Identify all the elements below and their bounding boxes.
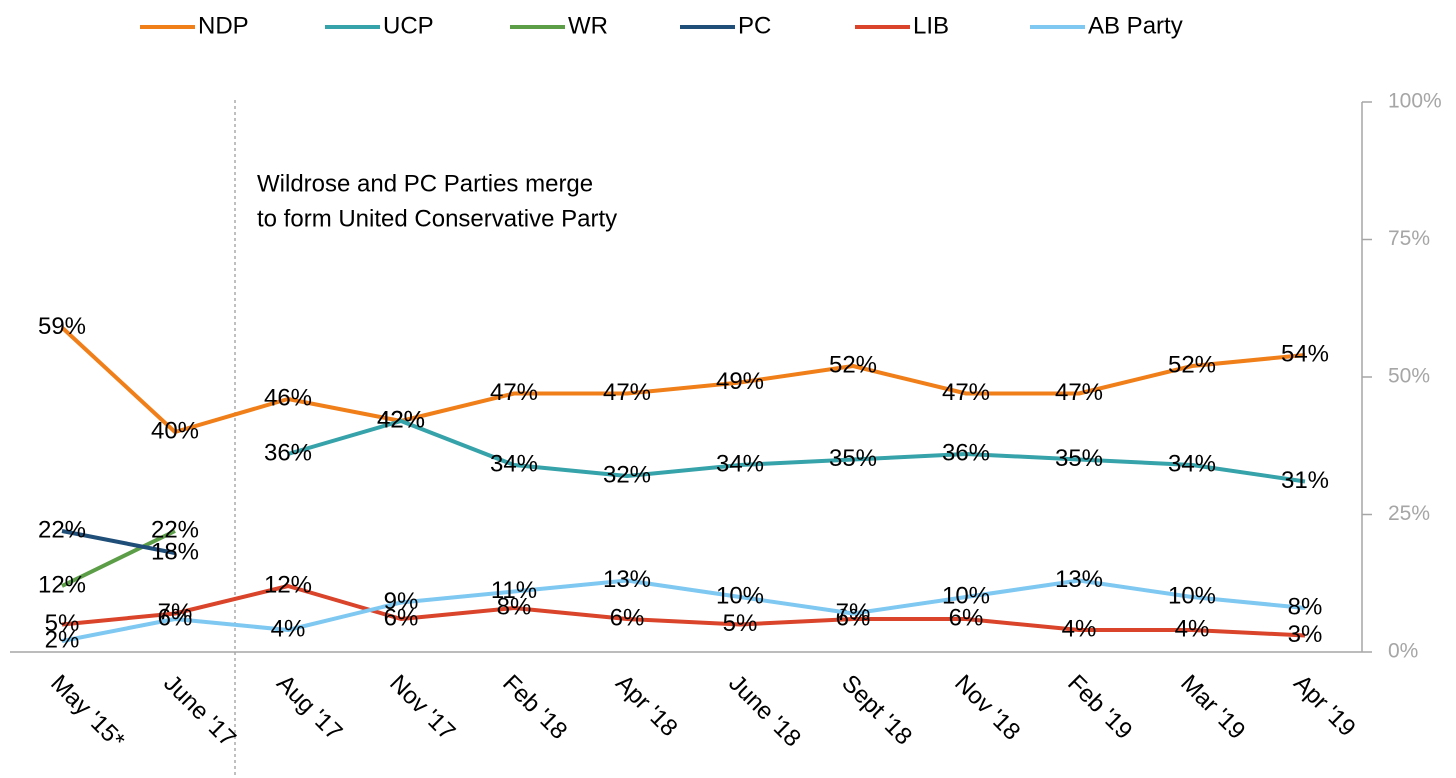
data-label: 35% [829,445,877,472]
data-label: 7% [836,599,871,626]
data-label: 6% [836,604,871,631]
series-line [61,578,1306,643]
data-label: 52% [1168,351,1216,378]
data-label: 34% [490,450,538,477]
data-label: 22% [38,516,86,543]
annotation: to form United Conservative Party [257,205,617,232]
x-tick-label: Mar '19 [1175,670,1250,745]
data-label: 4% [271,615,306,642]
data-label: 12% [38,571,86,598]
x-tick-label: Apr '18 [610,670,682,742]
data-label: 10% [942,582,990,609]
data-label: 36% [942,439,990,466]
data-label: 46% [264,384,312,411]
data-label: 6% [158,604,193,631]
data-label: 11% [491,577,537,604]
series-line [61,584,1306,638]
data-label: 13% [1055,566,1103,593]
x-tick-label: June '17 [158,670,241,753]
data-label: 8% [497,593,532,620]
data-label: 54% [1281,340,1329,367]
data-label: 9% [384,588,419,615]
data-label: 49% [716,368,764,395]
data-label: 13% [603,566,651,593]
legend-label: PC [738,12,771,39]
series-line [61,529,176,555]
data-label: 4% [1062,615,1097,642]
data-label: 6% [949,604,984,631]
legend-label: LIB [913,12,949,39]
data-label: 6% [610,604,645,631]
data-label: 40% [151,417,199,444]
series-line [287,419,1306,484]
legend-label: AB Party [1088,12,1183,39]
data-label: 10% [1168,582,1216,609]
data-label: 12% [264,571,312,598]
x-tick-label: Nov '17 [384,670,460,746]
data-label: 32% [603,461,651,488]
legend-label: NDP [198,12,249,39]
data-label: 35% [1055,445,1103,472]
data-label: 59% [38,313,86,340]
annotation: Wildrose and PC Parties merge [257,170,593,197]
data-label: 47% [1055,379,1103,406]
data-label: 34% [716,450,764,477]
y-tick-label: 75% [1388,227,1430,250]
x-tick-label: June '18 [723,670,806,753]
series-line [60,326,1306,434]
data-label: 22% [151,516,199,543]
data-label: 4% [1175,615,1210,642]
y-tick-label: 100% [1388,90,1442,113]
x-tick-label: Sept '18 [836,670,917,751]
x-tick-label: Feb '19 [1062,670,1137,745]
data-label: 18% [151,538,199,565]
y-tick-label: 25% [1388,502,1430,525]
y-tick-label: 0% [1388,640,1418,663]
data-label: 10% [716,582,764,609]
x-tick-label: Aug '17 [271,670,347,746]
data-label: 47% [603,379,651,406]
x-tick-label: May '15* [45,670,130,755]
data-label: 47% [942,379,990,406]
data-label: 34% [1168,450,1216,477]
y-tick-label: 50% [1388,365,1430,388]
x-tick-label: Nov '18 [949,670,1025,746]
data-label: 52% [829,351,877,378]
legend-label: WR [568,12,608,39]
data-label: 3% [1288,621,1323,648]
data-label: 5% [45,610,80,637]
data-label: 42% [377,406,425,433]
data-label: 5% [723,610,758,637]
data-label: 47% [490,379,538,406]
data-label: 6% [384,604,419,631]
series-line [61,529,176,588]
data-label: 36% [264,439,312,466]
x-tick-label: Apr '19 [1288,670,1360,742]
data-label: 2% [45,626,80,653]
data-label: 8% [1288,593,1323,620]
legend-label: UCP [383,12,434,39]
x-tick-label: Feb '18 [497,670,572,745]
data-label: 31% [1281,467,1329,494]
